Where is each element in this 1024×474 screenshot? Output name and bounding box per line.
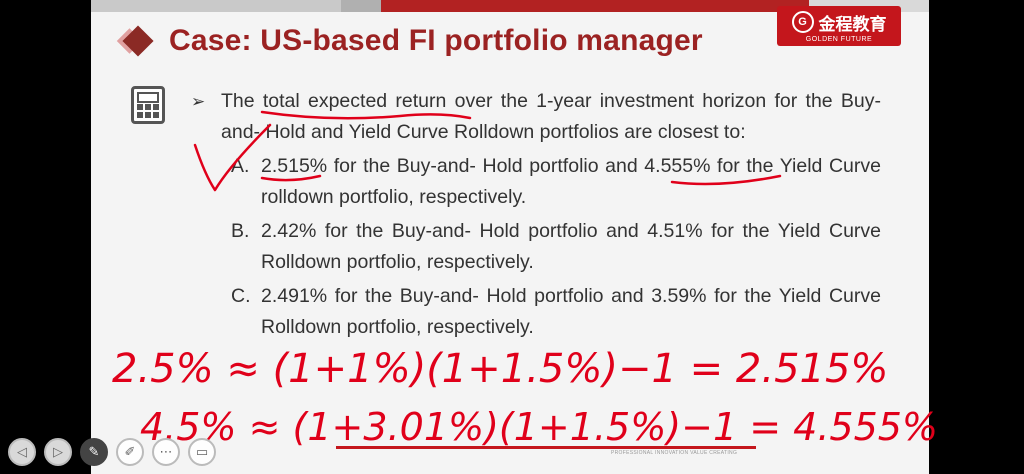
pen-tool-button[interactable]: ✎ xyxy=(80,438,108,466)
option-letter: A. xyxy=(231,155,250,177)
footer-tagline: PROFESSIONAL INNOVATION VALUE CREATING xyxy=(611,450,738,456)
question: ➢ The total expected return over the 1-y… xyxy=(191,86,881,148)
calculator-icon xyxy=(131,86,165,124)
option-text: 2.42% for the Buy-and- Hold portfolio an… xyxy=(261,220,881,273)
footer-line xyxy=(336,446,756,449)
prev-slide-button[interactable]: ◁ xyxy=(8,438,36,466)
option-text: 2.515% for the Buy-and- Hold portfolio a… xyxy=(261,155,881,208)
next-slide-button[interactable]: ▷ xyxy=(44,438,72,466)
menu-button[interactable]: ⋯ xyxy=(152,438,180,466)
slide-title: Case: US-based FI portfolio manager xyxy=(169,24,703,57)
screen-button[interactable]: ▭ xyxy=(188,438,216,466)
logo-name-cn: 金程教育 xyxy=(818,14,887,34)
logo-mark-icon: G xyxy=(791,11,814,33)
option-letter: C. xyxy=(231,285,251,307)
question-block: ➢ The total expected return over the 1-y… xyxy=(191,86,881,343)
option-text: 2.491% for the Buy-and- Hold portfolio a… xyxy=(261,285,881,338)
marker-tool-button[interactable]: ✐ xyxy=(116,438,144,466)
title-row: Case: US-based FI portfolio manager xyxy=(122,24,703,58)
option-b: B. 2.42% for the Buy-and- Hold portfolio… xyxy=(231,216,881,278)
player-controls: ◁ ▷ ✎ ✐ ⋯ ▭ xyxy=(8,438,224,466)
option-c: C. 2.491% for the Buy-and- Hold portfoli… xyxy=(231,281,881,343)
diamond-icon xyxy=(122,25,154,57)
logo-name-en: GOLDEN FUTURE xyxy=(805,35,873,43)
question-text: The total expected return over the 1-yea… xyxy=(221,90,881,143)
slide: Case: US-based FI portfolio manager G 金程… xyxy=(91,0,929,474)
brand-logo: G 金程教育 GOLDEN FUTURE xyxy=(777,6,901,46)
bullet-arrow-icon: ➢ xyxy=(191,92,206,111)
option-letter: B. xyxy=(231,220,250,242)
option-a: A. 2.515% for the Buy-and- Hold portfoli… xyxy=(231,151,881,213)
